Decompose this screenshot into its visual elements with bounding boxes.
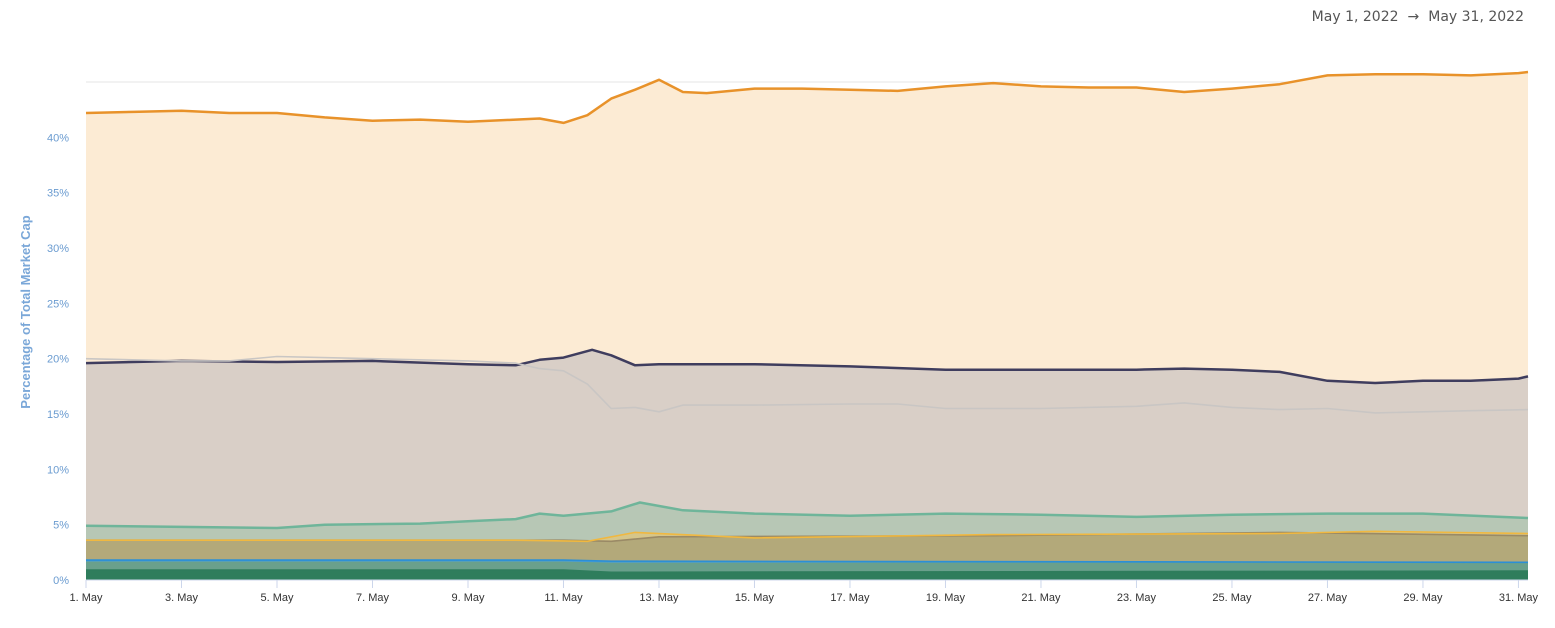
series-line-1[interactable] (86, 561, 1528, 565)
y-tick-label: 20% (47, 354, 69, 366)
x-tick-label: 21. May (1021, 592, 1061, 604)
y-tick-label: 15% (47, 409, 69, 421)
x-tick-label: 25. May (1212, 592, 1252, 604)
x-tick-label: 19. May (926, 592, 966, 604)
start-date: May 1, 2022 (1311, 9, 1399, 25)
x-tick-label: 23. May (1117, 592, 1157, 604)
series-line-7[interactable] (85, 70, 1529, 125)
x-tick-label: 27. May (1308, 592, 1348, 604)
y-tick-label: 25% (47, 298, 69, 310)
series-line-0[interactable] (86, 569, 1529, 574)
x-tick-label: 29. May (1403, 592, 1443, 604)
series-line-5[interactable] (85, 501, 1529, 530)
y-axis-label: Percentage of Total Market Cap (18, 215, 33, 408)
series-line-2[interactable] (86, 559, 1529, 564)
x-tick-label: 17. May (830, 592, 870, 604)
series-lines (85, 70, 1529, 574)
y-tick-label: 40% (47, 132, 69, 144)
series-line-6[interactable] (85, 348, 1529, 385)
date-range[interactable]: May 1, 2022 → May 31, 2022 (1312, 9, 1524, 25)
y-tick-label: 5% (53, 520, 69, 532)
x-tick-label: 11. May (544, 592, 583, 604)
series-area-0 (86, 570, 1528, 580)
arrow-icon: → (1407, 9, 1420, 25)
series-line-8[interactable] (85, 355, 1529, 414)
axes: 0% 5% 10% 15% 20% 25% 30% 35% 40% 1. May 3. May 5. … (47, 132, 1539, 604)
y-tick-label: 0% (53, 575, 69, 587)
x-tick-label: 7. May (356, 592, 390, 604)
x-tick-label: 13. May (639, 592, 679, 604)
x-tick-label: 31. May (1499, 592, 1539, 604)
y-tick-label: 30% (47, 243, 69, 255)
series-areas (86, 72, 1528, 580)
x-tick-label: 15. May (735, 592, 775, 604)
y-tick-label: 35% (47, 188, 69, 200)
x-tick-label: 3. May (165, 592, 199, 604)
y-tick-label: 10% (47, 464, 69, 476)
x-tick-label: 9. May (451, 592, 485, 604)
x-tick-label: 1. May (69, 592, 103, 604)
x-tick-label: 5. May (260, 592, 294, 604)
series-line-4[interactable] (86, 530, 1529, 543)
end-date: May 31, 2022 (1428, 9, 1524, 25)
